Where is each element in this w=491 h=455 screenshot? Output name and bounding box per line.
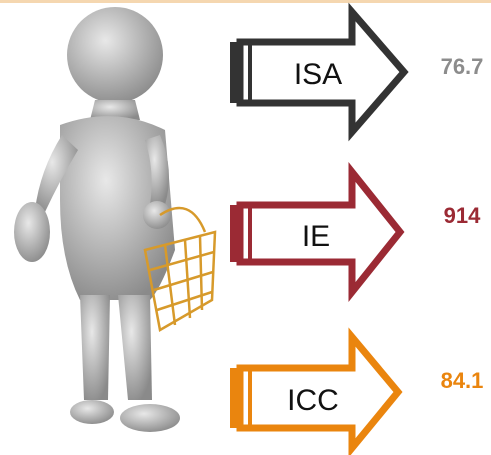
- value-text: 84.1: [441, 368, 484, 393]
- arrow-isa: [230, 2, 409, 142]
- arrow-label: ISA: [294, 58, 342, 91]
- top-rule: [0, 0, 491, 3]
- value-text: 914: [444, 203, 481, 228]
- arrow-icc: [230, 327, 403, 455]
- value-text: 76.7: [441, 54, 484, 79]
- arrow-label: IE: [302, 220, 330, 253]
- arrow-label: ICC: [287, 384, 339, 417]
- person-illustration: [14, 7, 217, 432]
- arrow-ie: [230, 162, 405, 302]
